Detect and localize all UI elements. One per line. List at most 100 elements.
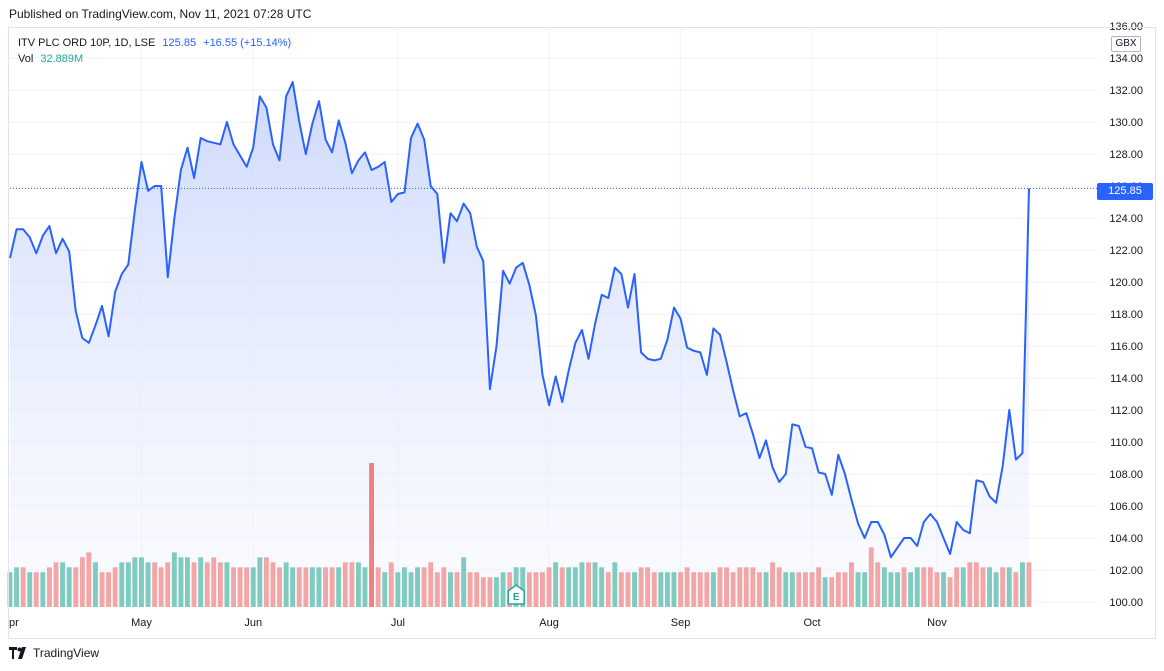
volume-bar: [369, 463, 374, 607]
volume-bar: [119, 562, 125, 607]
volume-bar: [1006, 567, 1012, 607]
volume-bar: [224, 562, 230, 607]
volume-bar: [704, 572, 710, 607]
volume-bar: [237, 567, 243, 607]
volume-bar: [868, 547, 874, 607]
earnings-event-label: E: [513, 592, 520, 603]
volume-bar: [93, 562, 98, 607]
volume-bar: [684, 567, 690, 607]
volume-bar: [770, 562, 775, 607]
legend-volume-row: Vol 32.889M: [18, 51, 291, 67]
volume-bar: [724, 567, 729, 607]
volume-bar: [796, 572, 802, 607]
volume-bar: [730, 572, 736, 607]
currency-badge[interactable]: GBX: [1111, 36, 1141, 52]
volume-bar: [927, 567, 933, 607]
y-tick-label: 116.00: [1110, 341, 1143, 353]
volume-bar: [14, 567, 19, 607]
volume-bar: [520, 567, 526, 607]
volume-bar: [106, 572, 111, 607]
legend-change: +16.55 (+15.14%): [203, 37, 292, 49]
volume-bar: [309, 567, 315, 607]
y-tick-label: 122.00: [1109, 245, 1143, 257]
volume-bar: [204, 562, 210, 607]
x-tick-label: Oct: [803, 617, 820, 629]
volume-bar: [86, 552, 92, 607]
volume-bar: [757, 572, 762, 607]
volume-bar: [816, 567, 822, 607]
volume-bar: [79, 557, 85, 607]
volume-bar: [967, 562, 973, 607]
volume-bar: [645, 567, 651, 607]
volume-bar: [934, 572, 940, 607]
volume-bar: [382, 572, 388, 607]
volume-bar: [178, 557, 184, 607]
published-text: Published on TradingView.com, Nov 11, 20…: [9, 7, 312, 21]
volume-bar: [546, 567, 552, 607]
x-tick-label: Jul: [391, 617, 405, 629]
volume-bar: [47, 567, 52, 607]
volume-bar: [526, 572, 532, 607]
volume-bar: [27, 572, 33, 607]
legend-vol-label[interactable]: Vol: [18, 53, 34, 65]
volume-bar: [553, 562, 559, 607]
volume-bar: [566, 567, 572, 607]
volume-bar: [362, 567, 368, 607]
volume-bar: [776, 567, 782, 607]
volume-bar: [139, 557, 144, 607]
volume-bar: [822, 577, 828, 607]
x-tick-label: Jun: [244, 617, 262, 629]
volume-bar: [533, 572, 539, 607]
volume-bar: [60, 562, 65, 607]
volume-bar: [954, 567, 960, 607]
volume-bar: [336, 567, 342, 607]
volume-bar: [428, 562, 434, 607]
volume-bar: [349, 562, 355, 607]
volume-bar: [743, 567, 749, 607]
volume-bar: [908, 572, 914, 607]
y-tick-label: 124.00: [1109, 213, 1143, 225]
volume-bar: [632, 572, 637, 607]
volume-bar: [171, 552, 177, 607]
legend-symbol[interactable]: ITV PLC ORD 10P, 1D, LSE: [18, 37, 156, 49]
earnings-event-icon[interactable]: E: [507, 584, 525, 605]
volume-bar: [881, 567, 887, 607]
footer-brand[interactable]: TradingView: [9, 646, 99, 660]
volume-bar: [73, 567, 79, 607]
volume-bar: [737, 567, 743, 607]
legend-symbol-row: ITV PLC ORD 10P, 1D, LSE 125.85 +16.55 (…: [18, 35, 291, 51]
y-tick-label: 108.00: [1109, 469, 1143, 481]
volume-bar: [579, 562, 585, 607]
volume-bar: [586, 562, 591, 607]
volume-bar: [402, 567, 407, 607]
volume-bar: [441, 567, 447, 607]
volume-bar: [540, 572, 545, 607]
y-tick-label: 100.00: [1109, 597, 1143, 609]
volume-bar: [960, 567, 966, 607]
volume-bar: [987, 567, 992, 607]
volume-bar: [467, 572, 473, 607]
volume-bar: [40, 572, 46, 607]
volume-bar: [1013, 572, 1019, 607]
volume-bar: [494, 577, 499, 607]
volume-bar: [835, 572, 841, 607]
volume-bar: [717, 567, 723, 607]
legend: ITV PLC ORD 10P, 1D, LSE 125.85 +16.55 (…: [18, 35, 291, 67]
y-tick-label: 120.00: [1109, 277, 1143, 289]
volume-bar: [408, 572, 414, 607]
volume-bar: [618, 572, 624, 607]
volume-bar: [829, 577, 835, 607]
tradingview-logo-icon: [9, 647, 26, 659]
volume-bar: [33, 572, 39, 607]
y-tick-label: 128.00: [1109, 149, 1143, 161]
volume-bar: [257, 557, 263, 607]
price-line: [9, 81, 1097, 559]
volume-bar: [145, 562, 151, 607]
volume-bar: [559, 567, 565, 607]
volume-bar: [356, 562, 361, 607]
y-tick-label: 118.00: [1110, 309, 1143, 321]
volume-bar: [875, 562, 881, 607]
volume-bar: [947, 577, 953, 607]
volume-bar: [342, 562, 348, 607]
